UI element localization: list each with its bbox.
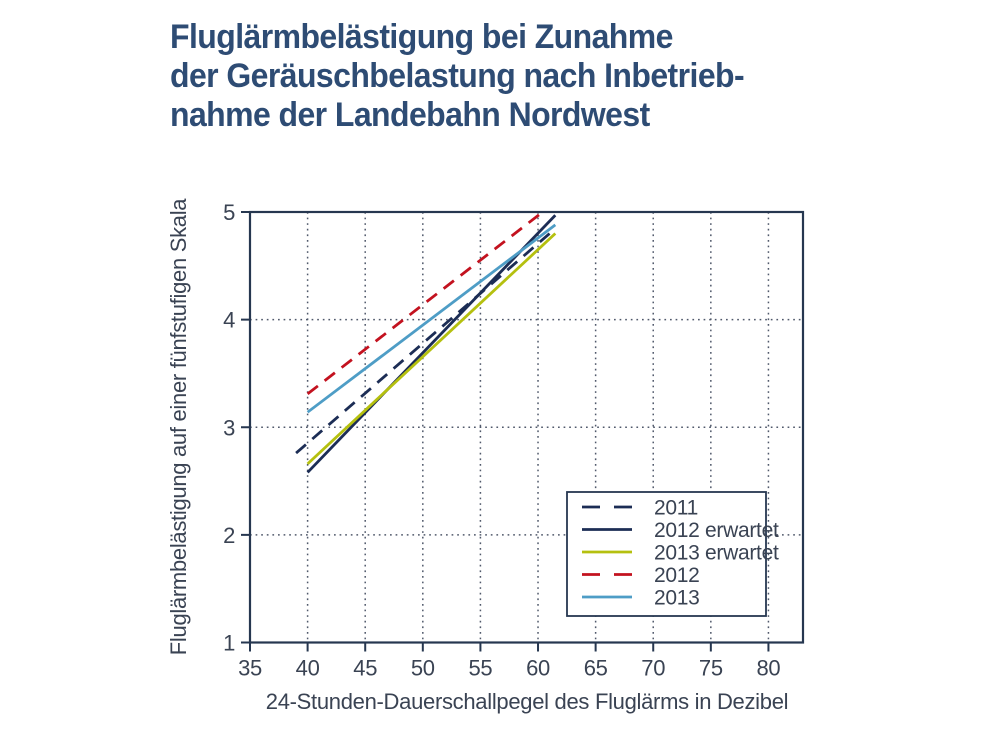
chart-title: Fluglärmbelästigung bei Zunahme der Gerä… <box>170 18 745 134</box>
legend-label: 2013 <box>654 587 700 610</box>
y-tick-label-3: 3 <box>223 415 235 440</box>
series-line-2011 <box>295 232 551 455</box>
series-line-2013 <box>306 223 557 414</box>
y-tick-label-2: 2 <box>223 523 235 548</box>
legend-entry-2012: 2012 <box>582 564 700 587</box>
x-tick-label-40: 40 <box>296 656 320 681</box>
legend-entry-2012-erwartet: 2012 erwartet <box>582 519 779 542</box>
x-axis-label: 24-Stunden-Dauerschallpegel des Fluglärm… <box>266 689 788 714</box>
y-axis-label: Fluglärmbelästigung auf einer fünfstufig… <box>166 198 191 656</box>
legend-label: 2012 <box>654 564 700 587</box>
legend-label: 2011 <box>654 497 698 520</box>
y-tick-label-5: 5 <box>223 200 235 225</box>
series-line-2012 <box>306 210 544 395</box>
series-layer <box>295 210 557 474</box>
x-tick-label-80: 80 <box>757 656 781 681</box>
x-tick-label-60: 60 <box>526 656 550 681</box>
x-tick-label-50: 50 <box>411 656 435 681</box>
x-tick-label-35: 35 <box>238 656 262 681</box>
legend-label: 2012 erwartet <box>654 519 779 542</box>
x-tick-label-75: 75 <box>699 656 723 681</box>
x-tick-label-45: 45 <box>353 656 377 681</box>
y-tick-label-1: 1 <box>223 631 235 656</box>
legend-entry-2013-erwartet: 2013 erwartet <box>582 542 779 565</box>
series-line-2012-erwartet <box>306 214 557 474</box>
x-tick-label-70: 70 <box>641 656 665 681</box>
legend-box <box>566 491 767 617</box>
series-line-2013-erwartet <box>306 232 557 465</box>
y-tick-label-4: 4 <box>223 308 235 333</box>
legend-label: 2013 erwartet <box>654 542 779 565</box>
x-tick-label-65: 65 <box>584 656 608 681</box>
x-tick-label-55: 55 <box>468 656 492 681</box>
legend-entry-2011: 2011 <box>582 497 698 520</box>
legend-entry-2013: 2013 <box>582 587 700 610</box>
